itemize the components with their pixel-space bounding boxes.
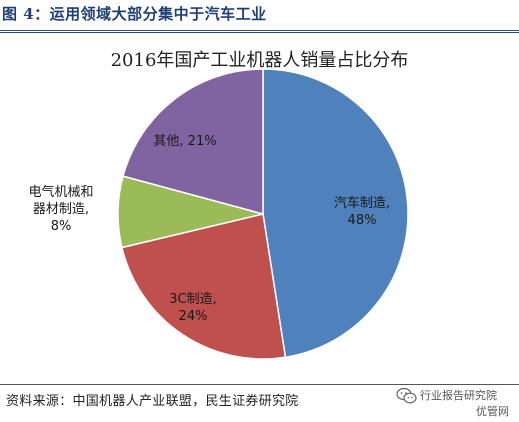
slice-label: 3C制造, 24%: [169, 292, 216, 324]
slice-label: 汽车制造, 48%: [334, 195, 390, 228]
pie-slice: [122, 68, 264, 215]
chart-title: 2016年国产工业机器人销量占比分布: [110, 50, 409, 71]
wechat-icon: [396, 387, 417, 404]
pie-slice: [262, 68, 409, 359]
slice-label: 电气机械和器材制造, 8%: [28, 184, 93, 234]
source-rule: [0, 384, 519, 385]
pie-slice: [121, 213, 287, 360]
caption-rule-thin: [0, 32, 519, 33]
slice-label: 其他, 21%: [153, 134, 216, 149]
watermark: 行业报告研究院 优管网: [396, 385, 518, 421]
source-note: 资料来源：中国机器人产业联盟，民生证券研究院: [6, 394, 299, 409]
watermark-line2: 优管网: [476, 405, 509, 418]
caption-rule: [0, 30, 519, 31]
watermark-line1: 行业报告研究院: [420, 389, 497, 402]
figure-caption: 图 4：运用领域大部分集中于汽车工业: [2, 5, 267, 23]
